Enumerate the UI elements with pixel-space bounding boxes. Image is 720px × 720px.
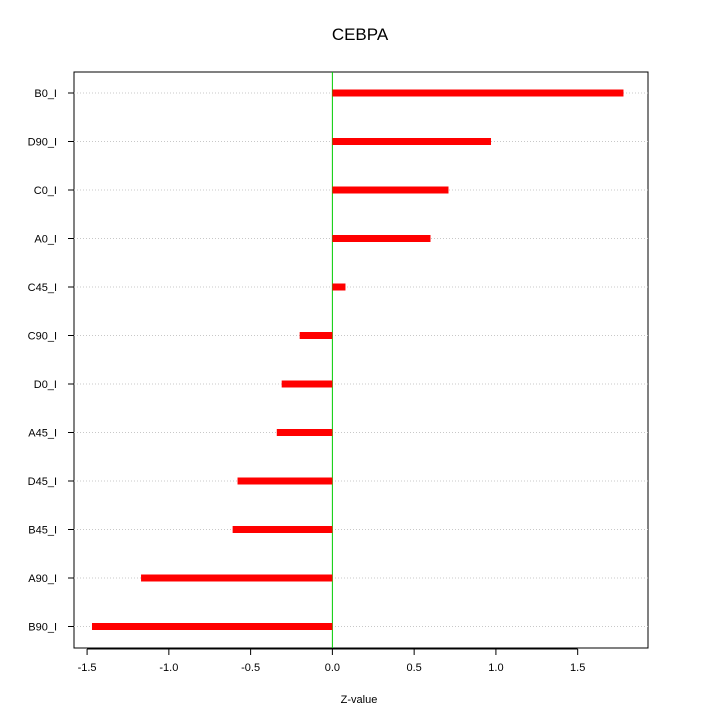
bars — [91, 89, 624, 630]
bar — [332, 235, 431, 242]
x-tick-label: 0.5 — [406, 662, 421, 674]
x-tick-label: -1.0 — [159, 662, 178, 674]
x-tick-label: -1.5 — [78, 662, 97, 674]
x-tick-label: 1.0 — [488, 662, 503, 674]
y-tick-label: C90_I — [28, 331, 57, 343]
bar — [332, 138, 492, 145]
bar — [332, 89, 624, 97]
plot-frame — [73, 71, 649, 649]
chart-title: CEBPA — [332, 25, 389, 44]
y-tick-label: D90_I — [28, 137, 57, 149]
x-tick-label: -0.5 — [241, 662, 260, 674]
x-axis: -1.5 -1.0 -0.5 0.0 0.5 1.0 1.5 — [78, 648, 585, 674]
bar — [332, 283, 346, 291]
y-tick-label: D45_I — [28, 476, 57, 488]
y-tick-label: A90_I — [28, 573, 57, 585]
y-tick-label: B45_I — [28, 525, 57, 537]
y-tick-label: A0_I — [34, 234, 57, 246]
x-tick-label: 0.0 — [325, 662, 340, 674]
bar — [332, 186, 449, 194]
x-axis-label: Z-value — [341, 694, 378, 706]
y-tick-label: B90_I — [28, 622, 57, 634]
y-axis: B0_I D90_I C0_I A0_I C45_I C90_I D0_I A45_I D45_… — [28, 88, 74, 634]
grid-lines — [74, 92, 648, 627]
x-tick-label: 1.5 — [570, 662, 585, 674]
bar — [299, 332, 333, 339]
bar — [276, 429, 333, 436]
y-tick-label: C0_I — [34, 185, 57, 197]
y-tick-label: B0_I — [34, 88, 57, 100]
y-tick-label: C45_I — [28, 282, 57, 294]
bar — [237, 477, 333, 485]
bar — [232, 526, 333, 533]
bar — [281, 380, 333, 388]
y-tick-label: D0_I — [34, 379, 57, 391]
bar — [141, 574, 333, 582]
bar — [91, 623, 333, 630]
y-tick-label: A45_I — [28, 428, 57, 440]
